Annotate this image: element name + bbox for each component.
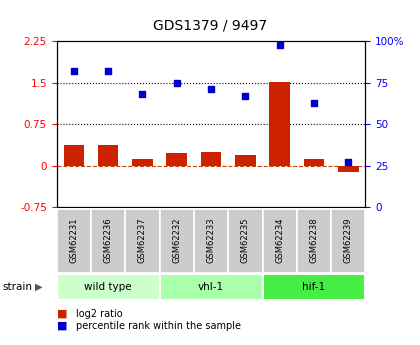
- Point: [310, 100, 318, 106]
- Point: [71, 68, 77, 74]
- Point: [276, 42, 283, 48]
- Text: ■: ■: [57, 309, 67, 319]
- Bar: [235, 155, 256, 166]
- Text: vhl-1: vhl-1: [198, 282, 224, 292]
- Text: ■: ■: [57, 321, 67, 331]
- Text: GDS1379 / 9497: GDS1379 / 9497: [153, 19, 267, 33]
- Bar: [57, 274, 160, 300]
- Bar: [297, 209, 331, 273]
- Text: GSM62231: GSM62231: [69, 218, 79, 263]
- Bar: [194, 209, 228, 273]
- Text: ▶: ▶: [35, 282, 42, 292]
- Bar: [331, 209, 365, 273]
- Text: GSM62235: GSM62235: [241, 218, 250, 263]
- Bar: [338, 166, 359, 172]
- Bar: [304, 159, 324, 166]
- Bar: [262, 209, 297, 273]
- Point: [139, 92, 146, 97]
- Bar: [63, 145, 84, 166]
- Text: hif-1: hif-1: [302, 282, 326, 292]
- Text: GSM62238: GSM62238: [310, 218, 318, 264]
- Point: [208, 87, 215, 92]
- Point: [345, 159, 352, 165]
- Point: [173, 80, 180, 86]
- Point: [105, 68, 112, 74]
- Text: log2 ratio: log2 ratio: [76, 309, 122, 319]
- Bar: [98, 145, 118, 166]
- Bar: [201, 152, 221, 166]
- Bar: [57, 209, 91, 273]
- Text: GSM62233: GSM62233: [207, 218, 215, 264]
- Text: GSM62239: GSM62239: [344, 218, 353, 263]
- Bar: [132, 159, 153, 166]
- Bar: [269, 82, 290, 166]
- Text: wild type: wild type: [84, 282, 132, 292]
- Bar: [166, 154, 187, 166]
- Text: GSM62234: GSM62234: [275, 218, 284, 263]
- Point: [242, 93, 249, 99]
- Text: GSM62236: GSM62236: [104, 218, 113, 264]
- Bar: [160, 209, 194, 273]
- Text: GSM62237: GSM62237: [138, 218, 147, 264]
- Bar: [228, 209, 262, 273]
- Text: percentile rank within the sample: percentile rank within the sample: [76, 321, 241, 331]
- Bar: [91, 209, 125, 273]
- Text: strain: strain: [2, 282, 32, 292]
- Bar: [160, 274, 262, 300]
- Bar: [125, 209, 160, 273]
- Text: GSM62232: GSM62232: [172, 218, 181, 263]
- Bar: [262, 274, 365, 300]
